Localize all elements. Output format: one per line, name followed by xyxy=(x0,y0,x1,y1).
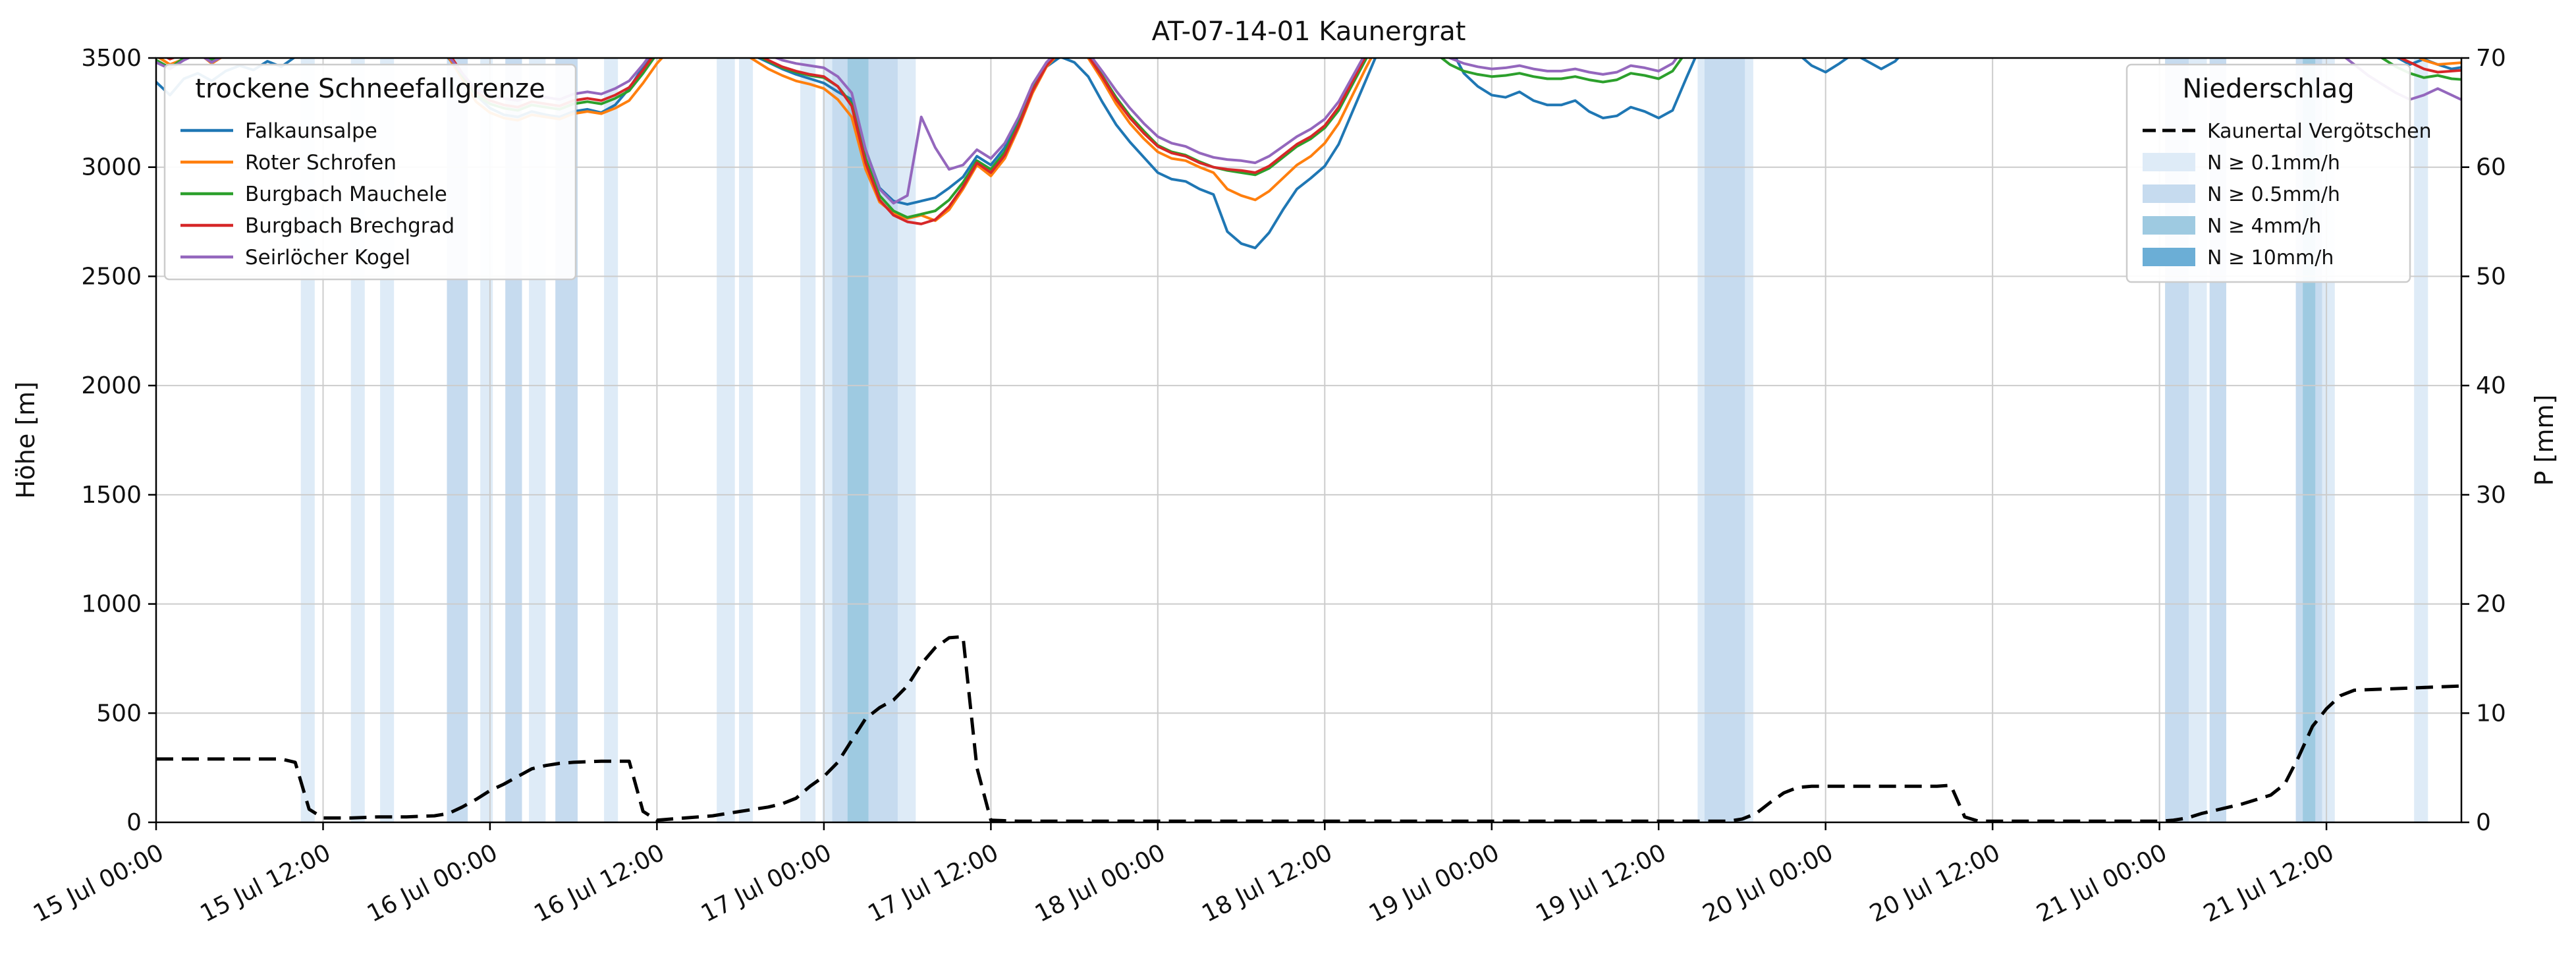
precip-band-0.1 xyxy=(2414,58,2428,822)
legend-item-label: Seirlöcher Kogel xyxy=(245,246,410,269)
y-right-tick-label: 70 xyxy=(2476,45,2506,72)
y-right-tick-label: 30 xyxy=(2476,482,2506,509)
y-left-tick-label: 1000 xyxy=(81,591,142,618)
y-right-tick-label: 20 xyxy=(2476,591,2506,618)
y-left-tick-label: 2000 xyxy=(81,372,142,399)
y-left-tick-label: 3000 xyxy=(81,154,142,181)
legend-patch-swatch xyxy=(2143,184,2195,203)
axes-frame xyxy=(155,57,2463,824)
legend-snowline: trockene Schneefallgrenze Falkaunsalpe Rot… xyxy=(163,63,577,281)
legend-item-label: N ≥ 0.1mm/h xyxy=(2207,152,2340,175)
legend-item-label: Kaunertal Vergötschen xyxy=(2207,120,2432,143)
precip-band-0.1 xyxy=(800,58,816,822)
y-left-tick-label: 2500 xyxy=(81,263,142,290)
y-right-tick-label: 40 xyxy=(2476,372,2506,399)
y-right-tick-label: 50 xyxy=(2476,263,2506,290)
precip-band-0.1 xyxy=(739,58,754,822)
legend-item-label: N ≥ 4mm/h xyxy=(2207,215,2321,238)
legend-snowline-title: trockene Schneefallgrenze xyxy=(195,74,545,104)
precip-band-0.5 xyxy=(1704,58,1745,822)
precip-band-0.1 xyxy=(604,58,618,822)
y-right-tick-label: 0 xyxy=(2476,809,2491,836)
y-left-axis-label: Höhe [m] xyxy=(11,382,40,499)
precip-band-4 xyxy=(847,58,869,822)
legend-item-label: Falkaunsalpe xyxy=(245,119,377,143)
y-right-tick-label: 60 xyxy=(2476,154,2506,181)
legend-item-label: N ≥ 0.5mm/h xyxy=(2207,183,2340,206)
y-left-tick-label: 0 xyxy=(126,809,142,836)
y-left-tick-label: 500 xyxy=(96,700,142,727)
legend-item-label: Burgbach Mauchele xyxy=(245,183,447,206)
legend-patch-swatch xyxy=(2143,153,2195,171)
y-right-axis-label: P [mm] xyxy=(2530,395,2559,486)
legend-patch-swatch xyxy=(2143,248,2195,266)
legend-item-label: Roter Schrofen xyxy=(245,151,397,175)
chart-title: AT-07-14-01 Kaunergrat xyxy=(1151,16,1466,47)
legend-item-label: Burgbach Brechgrad xyxy=(245,214,454,238)
y-left-tick-label: 1500 xyxy=(81,482,142,509)
legend-item-label: N ≥ 10mm/h xyxy=(2207,246,2334,269)
precip-band-0.1 xyxy=(717,58,735,822)
y-left-tick-label: 3500 xyxy=(81,45,142,72)
legend-patch-swatch xyxy=(2143,216,2195,235)
y-right-tick-label: 10 xyxy=(2476,700,2506,727)
legend-precip-title: Niederschlag xyxy=(2182,74,2354,104)
legend-precip: Niederschlag Kaunertal Vergötschen N ≥ 0.1… xyxy=(2125,63,2432,283)
